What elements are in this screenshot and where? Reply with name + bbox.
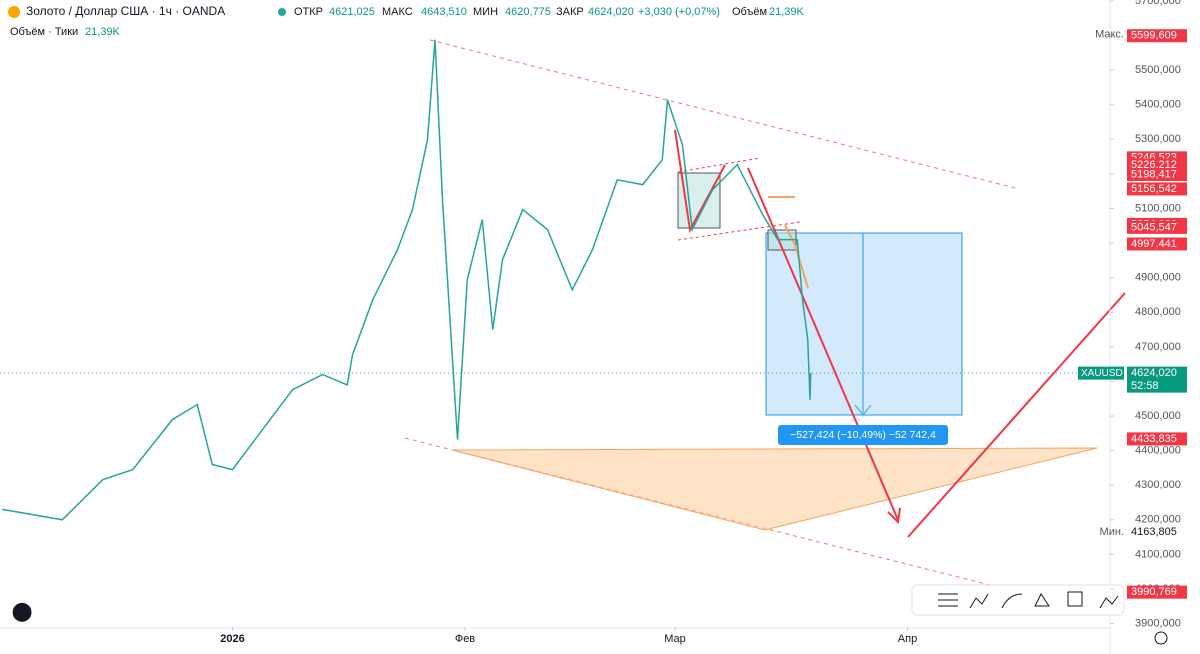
x-tick-label: Мар (664, 633, 686, 645)
label: ОТКР (294, 6, 323, 18)
value: 4624,020 (588, 6, 634, 18)
y-tick-label: 4300,000 (1135, 479, 1181, 491)
series-label-box (1078, 366, 1124, 380)
price-label-box (1127, 525, 1187, 539)
y-tick-label: 4100,000 (1135, 548, 1181, 560)
price-label-tag: Мин. (1100, 526, 1124, 538)
value: 21,39K (769, 6, 805, 18)
label: МАКС (382, 6, 413, 18)
price-label: 5156,542 (1131, 183, 1177, 195)
plot: 3900,0004000,0004100,0004200,0004300,000… (0, 0, 1187, 645)
price-label: 3990,769 (1131, 586, 1177, 598)
price-label-box (1127, 432, 1187, 446)
value: 4620,775 (505, 6, 551, 18)
price-label-tag: Макс. (1095, 29, 1124, 41)
price-label: 4163,805 (1131, 526, 1177, 538)
price-label: 4624,020 (1131, 367, 1177, 379)
measure-box (778, 425, 948, 445)
y-tick-label: 5300,000 (1135, 133, 1181, 145)
x-tick-label: 2026 (220, 633, 244, 645)
price-label: 5599,609 (1131, 30, 1177, 42)
label: Объём (732, 6, 767, 18)
y-tick-label: 4200,000 (1135, 514, 1181, 526)
indicator: Объём · Тики (10, 26, 78, 38)
y-tick-label: 4400,000 (1135, 445, 1181, 457)
y-tick-label: 4500,000 (1135, 410, 1181, 422)
toolbar[interactable] (911, 584, 1125, 616)
y-tick-label: 5500,000 (1135, 64, 1181, 76)
price-label: 4433,835 (1131, 433, 1177, 445)
price-line (2, 39, 812, 521)
price-label: 5198,417 (1131, 168, 1177, 180)
header: Золото / Доллар США · 1ч · OANDA ОТКР 46… (8, 4, 805, 38)
label: ЗАКР (556, 6, 584, 18)
logo: ⬤ (12, 601, 32, 622)
y-tick-label: 5100,000 (1135, 202, 1181, 214)
y-tick-label: 4800,000 (1135, 306, 1181, 318)
symbol-icon (8, 6, 20, 18)
settings[interactable] (1154, 631, 1168, 645)
measure-label: −527,424 (−10,49%) −52 742,4 (790, 429, 936, 441)
y-tick-label: 5400,000 (1135, 99, 1181, 111)
price-label: 5226,212 (1131, 159, 1177, 171)
change: +3,030 (+0,07%) (638, 6, 720, 18)
y-tick-label: 4900,000 (1135, 272, 1181, 284)
y-tick-label: 5700,000 (1135, 0, 1181, 7)
price-label-box (1127, 585, 1187, 599)
x-tick-label: Апр (898, 633, 917, 645)
indicator-value: 21,39K (85, 26, 121, 38)
price-label-sub: 52:58 (1131, 380, 1159, 392)
price-label: 5045,547 (1131, 221, 1177, 233)
price-label: 4997,441 (1131, 238, 1177, 250)
symbol: Золото / Доллар США · 1ч · OANDA (26, 4, 225, 18)
series-label: XAUUSD (1081, 368, 1123, 379)
x-tick-label: Фев (455, 633, 475, 645)
price-label-box (1127, 220, 1187, 234)
price-label-box (1127, 167, 1187, 181)
drawings (404, 39, 1126, 586)
value: 4643,510 (421, 6, 467, 18)
y-tick-label: 4700,000 (1135, 341, 1181, 353)
y-tick-label: 3900,000 (1135, 617, 1181, 629)
label: МИН (473, 6, 498, 18)
price-label-box (1127, 29, 1187, 43)
value: 4621,025 (329, 6, 375, 18)
price-label-box (1127, 366, 1187, 393)
status-dot (278, 8, 286, 16)
price-label-box (1127, 237, 1187, 251)
price-label-box (1127, 182, 1187, 196)
